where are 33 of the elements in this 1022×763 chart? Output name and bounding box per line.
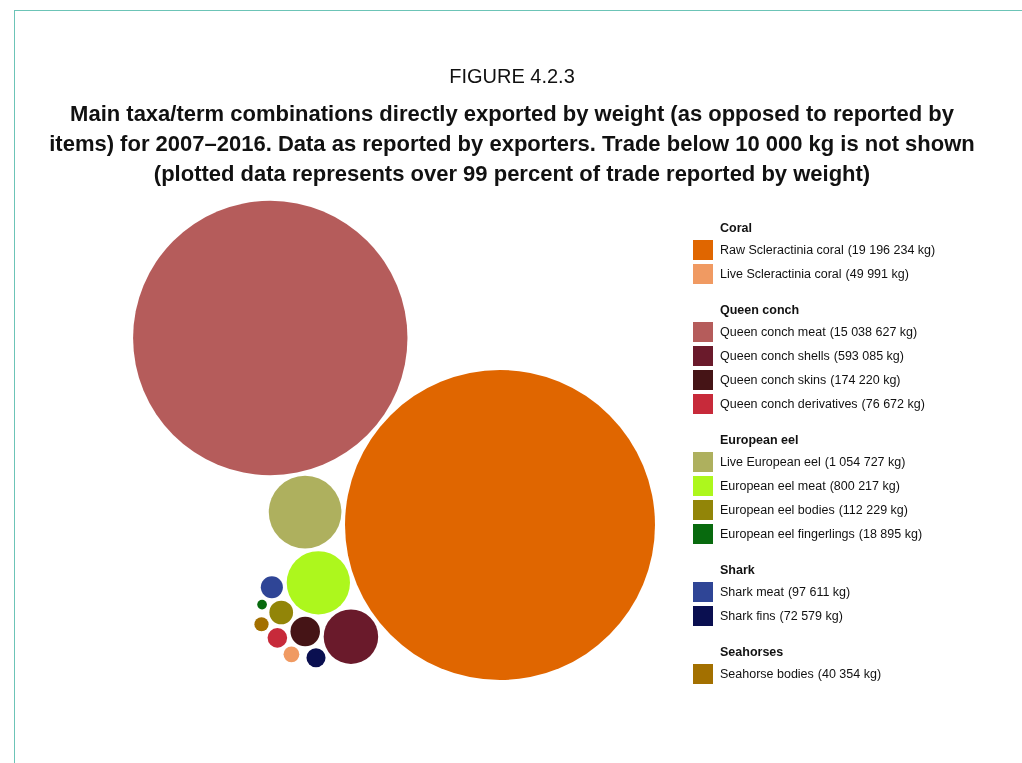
- category-label: Live Scleractinia coral: [720, 267, 842, 281]
- text: Seahorses: [720, 644, 785, 661]
- data-label: (49 991 kg): [845, 267, 909, 281]
- data-label: (15 038 627 kg): [829, 325, 918, 339]
- category-label: Live European eel: [720, 455, 821, 469]
- category-label: European eel bodies: [720, 503, 835, 517]
- category-label: Queen conch meat: [720, 325, 826, 339]
- data-label: (800 217 kg): [829, 479, 900, 493]
- category-label: European eel meat: [720, 479, 826, 493]
- category-label: Seahorse bodies: [720, 667, 814, 681]
- category-label: Shark fins: [720, 609, 776, 623]
- data-label: (112 229 kg): [838, 503, 908, 517]
- data-label: (19 196 234 kg): [847, 243, 936, 257]
- data-label: (72 579 kg): [779, 609, 843, 623]
- text: FIGURE 4.2.3: [448, 64, 576, 89]
- data-label: (76 672 kg): [861, 397, 925, 411]
- text: Queen conch: [720, 302, 801, 319]
- data-label: (97 611 kg): [787, 585, 851, 599]
- category-label: Raw Scleractinia coral: [720, 243, 844, 257]
- category-label: Queen conch skins: [720, 373, 827, 387]
- category-label: Queen conch shells: [720, 349, 830, 363]
- category-label: European eel fingerlings: [720, 527, 855, 541]
- data-label: (18 895 kg): [858, 527, 923, 541]
- data-label: (593 085 kg): [833, 349, 904, 363]
- text: European eel: [720, 432, 800, 449]
- category-label: Shark meat: [720, 585, 784, 599]
- text: Shark: [720, 562, 756, 579]
- data-label: (174 220 kg): [830, 373, 901, 387]
- data-label: (40 354 kg): [817, 667, 882, 681]
- category-label: Queen conch derivatives: [720, 397, 858, 411]
- text: Coral: [720, 220, 753, 237]
- text: Main taxa/term combinations directly exported by weight (as opposed to reported by items) for 2007–2016. Data as reported by exporters. Trade below 10 000 kg is not shown (plotted data represents over 99 percent of trade reported by weight): [48, 100, 976, 188]
- data-label: (1 054 727 kg): [824, 455, 906, 469]
